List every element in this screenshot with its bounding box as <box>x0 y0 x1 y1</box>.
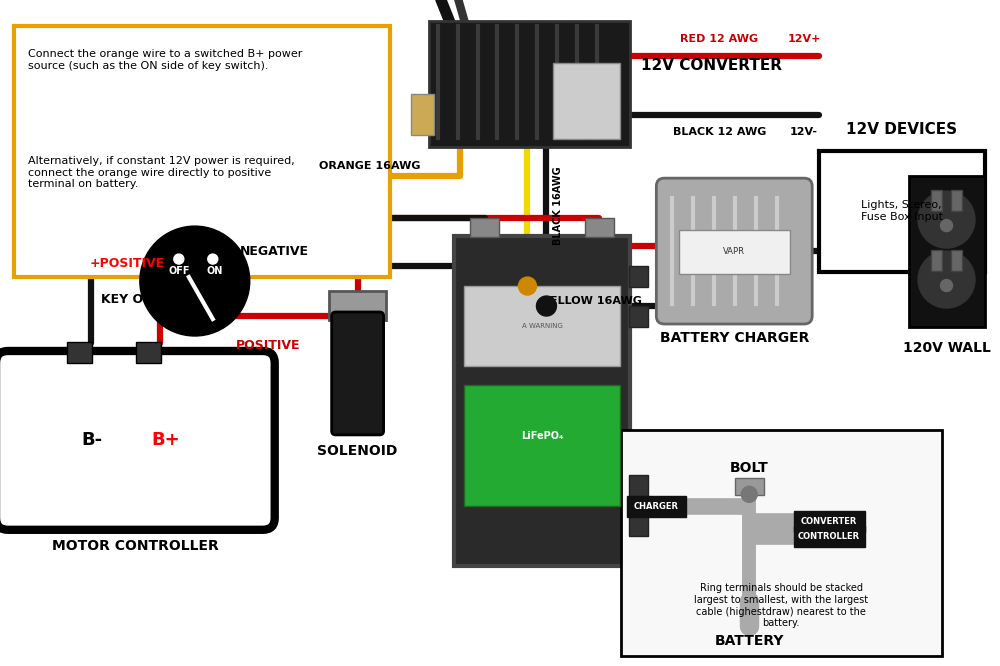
Text: NEGATIVE: NEGATIVE <box>240 244 309 258</box>
Circle shape <box>941 280 953 292</box>
FancyBboxPatch shape <box>411 94 434 135</box>
Text: 12V DEVICES: 12V DEVICES <box>846 122 957 137</box>
Text: POSITIVE: POSITIVE <box>235 340 300 352</box>
FancyBboxPatch shape <box>553 63 620 139</box>
Text: ORANGE 16AWG: ORANGE 16AWG <box>319 161 420 171</box>
Text: ON: ON <box>207 266 223 276</box>
Text: Alternatively, if constant 12V power is required,
connect the orange wire direct: Alternatively, if constant 12V power is … <box>28 157 295 189</box>
Text: CONVERTER: CONVERTER <box>801 517 857 526</box>
Circle shape <box>918 251 975 308</box>
Text: 120V WALL: 120V WALL <box>903 341 990 355</box>
Circle shape <box>140 226 250 336</box>
Circle shape <box>918 191 975 248</box>
FancyBboxPatch shape <box>629 476 648 496</box>
Circle shape <box>941 220 953 232</box>
FancyBboxPatch shape <box>0 351 275 529</box>
FancyBboxPatch shape <box>931 190 942 211</box>
Text: Lights, Stereo,
Fuse Box Input: Lights, Stereo, Fuse Box Input <box>861 200 943 222</box>
FancyBboxPatch shape <box>332 312 384 435</box>
Text: VAPR: VAPR <box>723 246 745 256</box>
Circle shape <box>174 254 184 264</box>
FancyBboxPatch shape <box>585 218 614 236</box>
FancyBboxPatch shape <box>621 430 942 656</box>
FancyBboxPatch shape <box>629 515 648 536</box>
FancyBboxPatch shape <box>679 230 790 274</box>
Text: KEY ON: KEY ON <box>101 292 153 306</box>
Text: OFF: OFF <box>168 266 190 276</box>
Text: Ring terminals should be stacked
largest to smallest, with the largest
cable (hi: Ring terminals should be stacked largest… <box>694 583 868 628</box>
FancyBboxPatch shape <box>931 250 942 271</box>
Text: +POSITIVE: +POSITIVE <box>89 256 164 270</box>
FancyBboxPatch shape <box>14 26 390 276</box>
FancyBboxPatch shape <box>454 236 630 566</box>
Circle shape <box>536 296 556 316</box>
Circle shape <box>518 277 536 295</box>
Text: A WARNING: A WARNING <box>522 323 562 329</box>
FancyBboxPatch shape <box>951 190 962 211</box>
Text: BATTERY CHARGER: BATTERY CHARGER <box>660 331 809 345</box>
FancyBboxPatch shape <box>329 290 386 320</box>
Text: SOLENOID: SOLENOID <box>317 444 398 458</box>
Text: CONTROLLER: CONTROLLER <box>798 531 860 541</box>
Text: BLACK 12 AWG: BLACK 12 AWG <box>673 127 766 137</box>
Text: RED 12 AWG: RED 12 AWG <box>680 34 758 45</box>
Text: B-: B- <box>81 432 103 450</box>
FancyBboxPatch shape <box>136 342 161 364</box>
FancyBboxPatch shape <box>794 525 865 547</box>
Text: B+: B+ <box>152 432 180 450</box>
FancyBboxPatch shape <box>735 478 764 495</box>
FancyBboxPatch shape <box>464 286 620 366</box>
Text: Connect the orange wire to a switched B+ power
source (such as the ON side of ke: Connect the orange wire to a switched B+… <box>28 49 302 71</box>
Text: 12V+: 12V+ <box>787 34 821 45</box>
Text: LiFePO₄: LiFePO₄ <box>521 431 563 441</box>
FancyBboxPatch shape <box>464 386 620 506</box>
Circle shape <box>208 254 218 264</box>
FancyBboxPatch shape <box>656 178 812 324</box>
Text: 12V-: 12V- <box>790 127 818 137</box>
FancyBboxPatch shape <box>629 306 648 326</box>
FancyBboxPatch shape <box>429 21 630 147</box>
Text: BLACK 16AWG: BLACK 16AWG <box>553 166 563 246</box>
FancyBboxPatch shape <box>951 250 962 271</box>
FancyBboxPatch shape <box>67 342 92 364</box>
FancyBboxPatch shape <box>819 151 985 272</box>
FancyBboxPatch shape <box>470 218 499 236</box>
FancyBboxPatch shape <box>794 511 865 531</box>
FancyBboxPatch shape <box>627 496 686 517</box>
Text: CHARGER: CHARGER <box>634 501 679 511</box>
Text: BOLT: BOLT <box>730 462 769 476</box>
Text: MOTOR CONTROLLER: MOTOR CONTROLLER <box>52 539 219 553</box>
Text: YELLOW 16AWG: YELLOW 16AWG <box>542 296 642 306</box>
FancyBboxPatch shape <box>629 266 648 286</box>
Text: 12V CONVERTER: 12V CONVERTER <box>641 57 782 73</box>
Circle shape <box>741 486 757 502</box>
Text: BATTERY: BATTERY <box>714 634 784 648</box>
FancyBboxPatch shape <box>909 176 985 326</box>
